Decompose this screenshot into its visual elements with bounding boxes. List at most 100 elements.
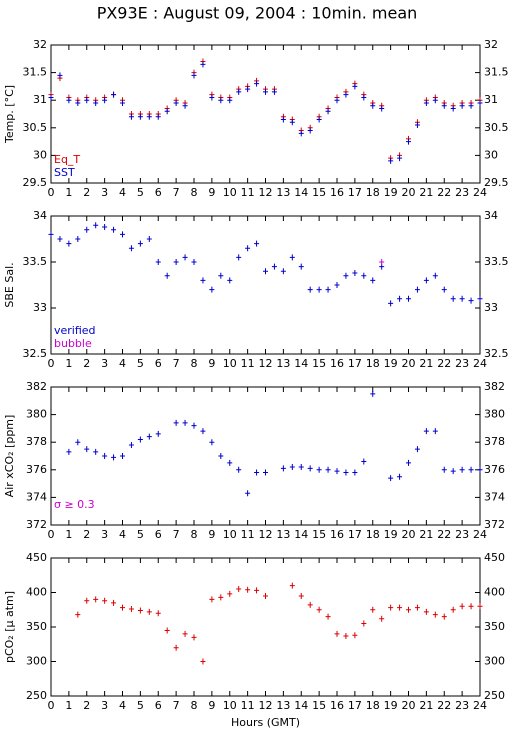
x-tick-label: 2 [83,186,90,199]
x-tick-label: 1 [65,186,72,199]
x-tick-label: 8 [191,528,198,541]
x-tick-label: 4 [119,186,126,199]
data-point [137,607,143,614]
data-point [441,286,447,293]
data-point [450,606,456,613]
data-point [93,99,99,106]
data-point [93,448,99,455]
x-tick-label: 18 [366,186,380,199]
data-point [352,469,358,476]
x-tick-label: 14 [294,186,308,199]
y-tick-label: 33 [484,301,498,314]
data-point [200,658,206,665]
data-point [66,97,72,104]
data-point [128,245,134,252]
x-tick-label: 11 [241,186,255,199]
data-point [289,254,295,261]
data-point [289,464,295,471]
data-point [102,597,108,604]
data-point [388,475,394,482]
data-point [254,80,260,87]
x-tick-label: 21 [419,699,433,712]
data-point [128,606,134,613]
data-point [137,113,143,120]
data-point [254,240,260,247]
x-tick-label: 21 [419,186,433,199]
data-point [182,630,188,637]
data-point [236,586,242,593]
data-point [164,272,170,279]
x-tick-label: 13 [276,186,290,199]
data-point [307,286,313,293]
y-tick-label: 32.5 [484,347,509,360]
x-tick-label: 0 [48,699,55,712]
data-point [75,611,81,618]
data-point [263,592,268,599]
data-point [146,236,152,242]
x-tick-label: 5 [137,528,144,541]
data-point [173,419,179,426]
y-tick-label: 30.5 [23,121,48,134]
data-point [128,441,134,448]
data-point [298,130,304,137]
data-point [307,465,313,472]
data-point [325,108,331,115]
x-tick-label: 23 [455,357,469,370]
data-point [316,466,322,473]
x-tick-label: 24 [473,186,487,199]
data-point [423,428,429,435]
data-point [236,88,242,95]
x-tick-label: 21 [419,528,433,541]
y-tick-label: 32.5 [23,347,48,360]
data-point [245,586,251,593]
data-point [307,127,313,134]
y-tick-label: 400 [484,586,505,599]
data-point [102,97,108,104]
x-tick-label: 4 [119,357,126,370]
x-tick-label: 12 [259,699,273,712]
data-point [441,613,447,620]
data-point [352,270,358,277]
x-tick-label: 18 [366,528,380,541]
y-tick-label: 380 [484,408,505,421]
plot-frame [50,386,481,526]
y-tick-label: 31.5 [23,66,48,79]
x-tick-label: 6 [155,699,162,712]
data-point [84,226,90,233]
x-tick-label: 16 [330,528,344,541]
data-point [173,644,179,651]
y-tick-label: 33.5 [484,255,509,268]
y-tick-label: 350 [484,620,505,633]
y-tick-label: 34 [33,209,47,222]
data-point [245,86,251,93]
data-point [57,236,63,242]
data-point [200,428,206,435]
x-tick-label: 23 [455,528,469,541]
legend-label: Eq_T [54,153,80,166]
data-point [218,594,224,601]
data-point [120,231,125,238]
data-point [334,468,340,475]
data-point [468,297,474,304]
data-point [191,72,197,79]
data-point [102,453,108,459]
data-point [450,105,456,112]
data-point [245,245,251,252]
x-tick-label: 2 [83,528,90,541]
data-point [173,259,179,265]
data-point [334,97,340,104]
data-point [459,603,465,610]
y-tick-label: 378 [26,435,47,448]
x-axis-label: Hours (GMT) [231,716,300,729]
x-tick-label: 14 [294,528,308,541]
y-tick-label: 372 [484,518,505,531]
x-tick-label: 16 [330,699,344,712]
data-point [263,469,268,476]
x-tick-label: 10 [223,699,237,712]
plot-frame [50,44,481,184]
chart-title: PX93E : August 09, 2004 : 10min. mean [97,4,418,23]
data-point [120,604,125,611]
y-tick-label: 376 [484,463,505,476]
data-point [209,596,215,603]
